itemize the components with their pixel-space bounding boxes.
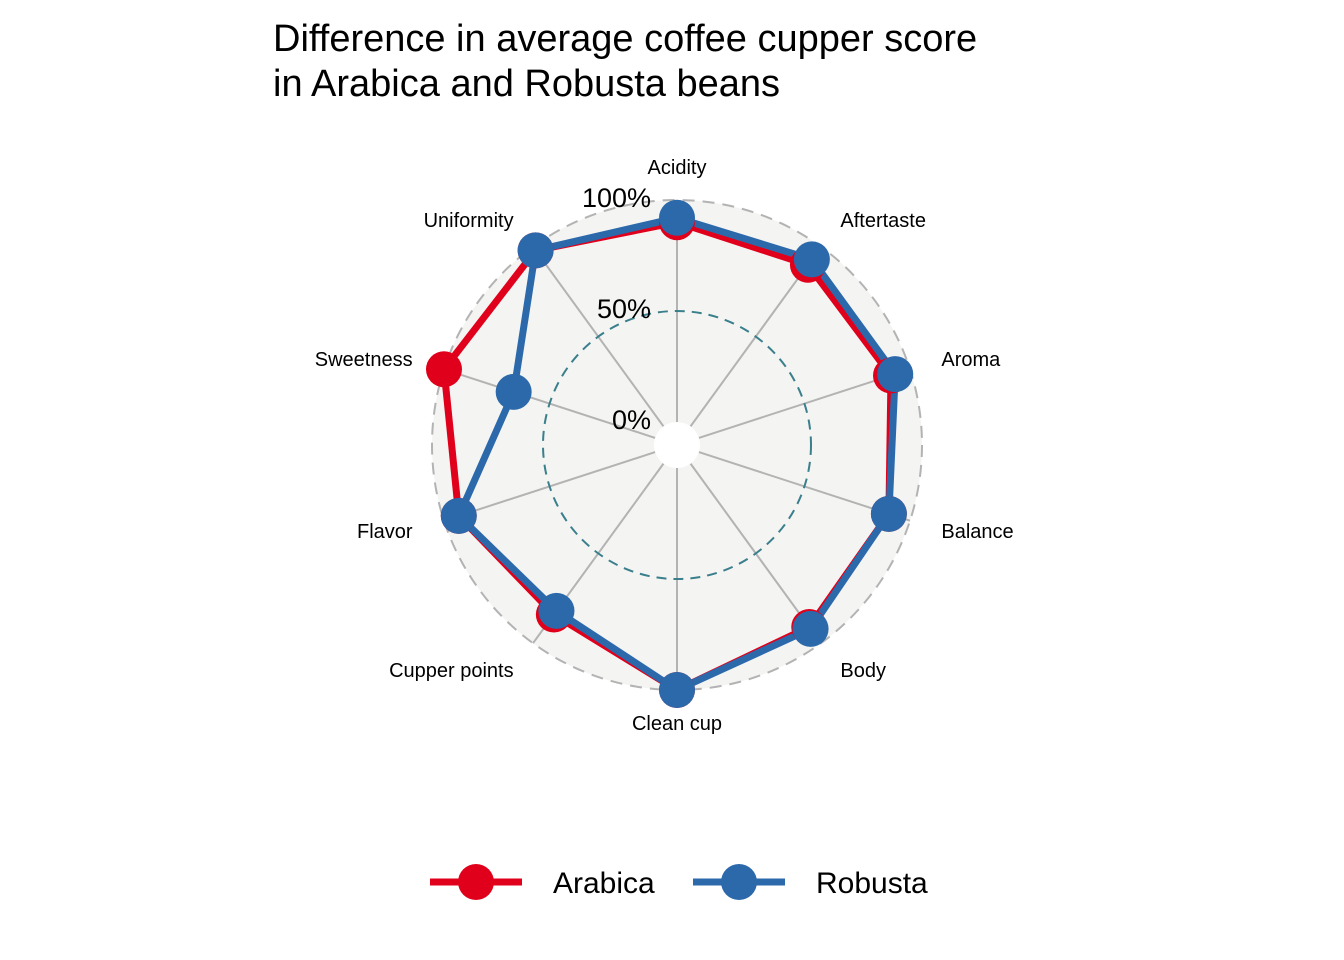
chart-title-line-2: in Arabica and Robusta beans	[273, 63, 780, 105]
point-robusta-aftertaste	[793, 241, 830, 278]
axis-label-clean-cup: Clean cup	[632, 713, 722, 735]
point-robusta-acidity	[659, 199, 695, 236]
axis-label-acidity: Acidity	[648, 157, 707, 179]
legend: Arabica Robusta	[430, 864, 928, 900]
radial-tick-labels: 0% 50% 100%	[582, 183, 651, 435]
tick-label-0: 0%	[612, 405, 651, 435]
legend-swatch-point-arabica	[458, 864, 494, 900]
tick-label-100: 100%	[582, 183, 651, 213]
axis-label-cupper-points: Cupper points	[389, 660, 514, 682]
tick-label-50: 50%	[597, 294, 651, 324]
point-robusta-sweetness	[495, 373, 532, 410]
axis-label-aroma: Aroma	[941, 349, 1001, 371]
axis-label-sweetness: Sweetness	[315, 349, 413, 371]
axis-label-uniformity: Uniformity	[424, 210, 514, 232]
gridline-50	[542, 310, 812, 580]
point-arabica-sweetness	[425, 351, 462, 388]
point-robusta-clean-cup	[659, 672, 695, 708]
chart-title-line-1: Difference in average coffee cupper scor…	[273, 18, 977, 60]
series-points	[425, 199, 914, 708]
point-robusta-balance	[870, 495, 907, 532]
axis-label-aftertaste: Aftertaste	[840, 210, 926, 232]
axis-label-balance: Balance	[941, 521, 1013, 543]
point-robusta-uniformity	[517, 232, 554, 269]
point-robusta-body	[792, 610, 829, 647]
point-robusta-aroma	[877, 356, 914, 393]
legend-label-robusta: Robusta	[816, 867, 928, 900]
point-robusta-flavor	[440, 497, 477, 534]
legend-swatch-point-robusta	[721, 864, 757, 900]
axis-labels: Acidity Aftertaste Aroma Balance Body Clean c…	[315, 157, 1014, 735]
center-hole	[654, 422, 700, 468]
legend-label-arabica: Arabica	[553, 867, 655, 900]
axis-label-body: Body	[840, 660, 886, 682]
axis-label-flavor: Flavor	[357, 521, 413, 543]
point-robusta-cupper-points	[538, 592, 575, 629]
